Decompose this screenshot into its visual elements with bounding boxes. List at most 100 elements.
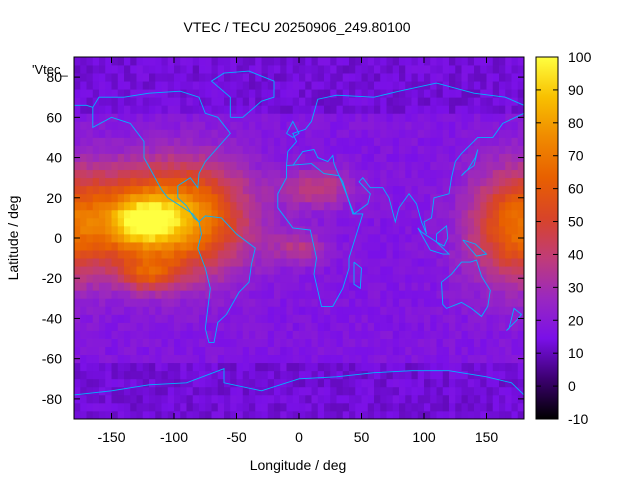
coastline: [73, 368, 525, 396]
heatmap-cell: [474, 346, 481, 356]
heatmap-cell: [167, 137, 175, 146]
heatmap-cell: [124, 386, 131, 396]
heatmap-cell: [392, 233, 400, 243]
heatmap-cell: [149, 73, 156, 82]
heatmap-cell: [267, 209, 275, 219]
heatmap-cell: [361, 322, 369, 331]
x-tick-label: 0: [295, 429, 303, 445]
heatmap-cell: [499, 113, 506, 122]
heatmap-cell: [349, 290, 356, 299]
heatmap-cell: [242, 153, 250, 162]
heatmap-cell: [280, 193, 287, 203]
heatmap-cell: [355, 65, 362, 74]
heatmap-cell: [474, 314, 481, 323]
heatmap-cell: [236, 129, 244, 138]
heatmap-cell: [374, 233, 381, 243]
heatmap-cell: [349, 306, 356, 315]
heatmap-cell: [130, 169, 137, 179]
heatmap-cell: [92, 346, 100, 356]
heatmap-cell: [474, 282, 481, 291]
heatmap-cell: [192, 73, 200, 82]
heatmap-cell: [511, 258, 519, 267]
heatmap-cell: [399, 306, 406, 315]
heatmap-cell: [436, 105, 444, 114]
heatmap-cell: [174, 370, 181, 380]
heatmap-cell: [280, 81, 287, 90]
heatmap-cell: [486, 314, 494, 323]
heatmap-cell: [186, 306, 194, 315]
heatmap-cell: [280, 113, 287, 122]
heatmap-cell: [442, 169, 450, 179]
heatmap-cell: [80, 233, 87, 243]
heatmap-cell: [486, 266, 494, 275]
heatmap-cell: [267, 89, 275, 98]
heatmap-cell: [336, 266, 344, 275]
heatmap-cell: [367, 338, 375, 347]
heatmap-cell: [161, 402, 169, 412]
heatmap-cell: [261, 121, 269, 130]
heatmap-cell: [205, 354, 212, 364]
colorbar-tick-label: 90: [568, 82, 584, 98]
heatmap-cell: [217, 209, 225, 219]
heatmap-cell: [142, 274, 150, 283]
heatmap-cell: [417, 169, 425, 179]
heatmap-cell: [317, 225, 325, 235]
heatmap-cell: [74, 161, 81, 171]
heatmap-cell: [299, 330, 306, 339]
heatmap-cell: [292, 242, 300, 251]
heatmap-cell: [155, 137, 162, 146]
heatmap-cell: [424, 185, 431, 195]
heatmap-cell: [436, 282, 444, 291]
heatmap-cell: [174, 145, 181, 154]
heatmap-cell: [186, 362, 194, 372]
heatmap-cell: [317, 161, 325, 171]
heatmap-cell: [186, 137, 194, 146]
heatmap-cell: [124, 129, 131, 138]
heatmap-cell: [305, 362, 312, 372]
heatmap-cell: [467, 193, 475, 203]
heatmap-cell: [267, 346, 275, 356]
heatmap-cell: [99, 233, 106, 243]
heatmap-cell: [411, 410, 419, 420]
heatmap-cell: [292, 193, 300, 203]
heatmap-cell: [124, 322, 131, 331]
heatmap-cell: [286, 57, 294, 66]
heatmap-cell: [317, 105, 325, 114]
heatmap-cell: [417, 258, 425, 267]
heatmap-cell: [124, 290, 131, 299]
heatmap-cell: [380, 298, 387, 307]
heatmap-cell: [267, 330, 275, 339]
heatmap-cell: [211, 225, 219, 235]
heatmap-cell: [211, 105, 219, 114]
heatmap-cell: [317, 370, 325, 380]
heatmap-cell: [199, 338, 206, 347]
heatmap-cell: [374, 105, 381, 114]
heatmap-cell: [92, 370, 100, 380]
heatmap-cell: [267, 129, 275, 138]
heatmap-cell: [505, 153, 512, 162]
heatmap-cell: [130, 161, 137, 171]
heatmap-cell: [392, 105, 400, 114]
heatmap-cell: [249, 145, 256, 154]
heatmap-cell: [242, 410, 250, 420]
heatmap-cell: [436, 274, 444, 283]
heatmap-cell: [174, 225, 181, 235]
heatmap-cell: [336, 113, 344, 122]
heatmap-cell: [92, 266, 100, 275]
heatmap-cell: [380, 169, 387, 179]
heatmap-cell: [124, 57, 131, 66]
heatmap-cell: [436, 161, 444, 171]
heatmap-cell: [386, 209, 394, 219]
heatmap-cell: [342, 346, 350, 356]
heatmap-cell: [455, 105, 462, 114]
heatmap-cell: [267, 242, 275, 251]
heatmap-cell: [174, 394, 181, 404]
heatmap-cell: [111, 177, 119, 187]
heatmap-cell: [355, 282, 362, 291]
heatmap-cell: [224, 105, 231, 114]
heatmap-cell: [380, 322, 387, 331]
heatmap-cell: [442, 97, 450, 106]
heatmap-cell: [286, 354, 294, 364]
heatmap-cell: [299, 290, 306, 299]
heatmap-cell: [324, 258, 331, 267]
